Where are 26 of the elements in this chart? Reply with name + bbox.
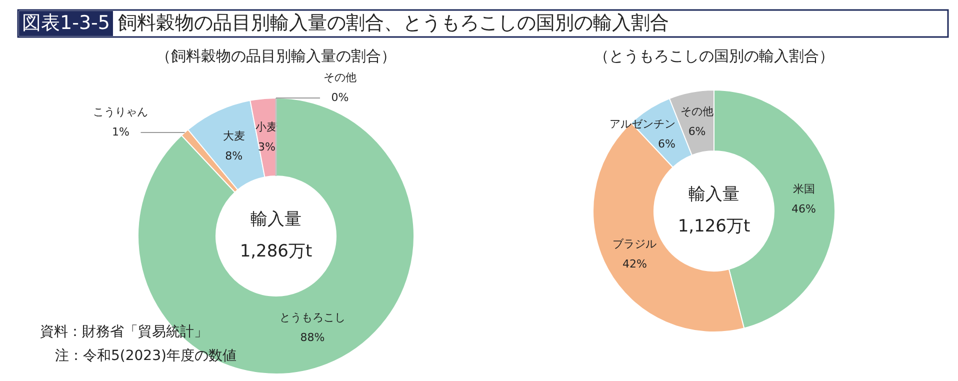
- slice-label: アルゼンチン: [610, 118, 676, 131]
- data-label: 46%: [792, 202, 816, 216]
- data-label: 6%: [688, 125, 706, 138]
- slice-label: その他: [680, 105, 714, 118]
- category-label: その他: [324, 71, 356, 84]
- data-label: 6%: [658, 138, 676, 151]
- text: 注：令和5(2023)年度の数値: [55, 348, 236, 364]
- slice-label: こうりゃん: [93, 105, 148, 118]
- data-label: 88%: [300, 331, 325, 344]
- data-label: 42%: [622, 258, 647, 271]
- text: 輸入量: [688, 184, 740, 205]
- data-label: 3%: [258, 140, 276, 154]
- data-label: 8%: [225, 149, 243, 162]
- text: 輸入量: [250, 210, 302, 230]
- slice-label: 大麦: [222, 129, 245, 142]
- chart-subtitle: （とうもろこしの国別の輸入割合）: [594, 47, 834, 66]
- chart-subtitle: （飼料穀物の品目別輸入量の割合）: [156, 47, 396, 66]
- text: 1,286万t: [240, 242, 312, 262]
- text: 資料：財務省「貿易統計」: [40, 324, 208, 340]
- text: 1,126万t: [678, 216, 750, 237]
- chart-title: 図表1-3-5 飼料穀物の品目別輸入量の割合、とうもろこしの国別の輸入割合: [22, 12, 669, 34]
- slice-label: とうもろこし: [279, 311, 346, 324]
- data-label: 1%: [112, 125, 130, 138]
- slice-label: 米国: [792, 182, 815, 196]
- slice-label: ブラジル: [612, 238, 657, 251]
- text: 0%: [331, 91, 349, 104]
